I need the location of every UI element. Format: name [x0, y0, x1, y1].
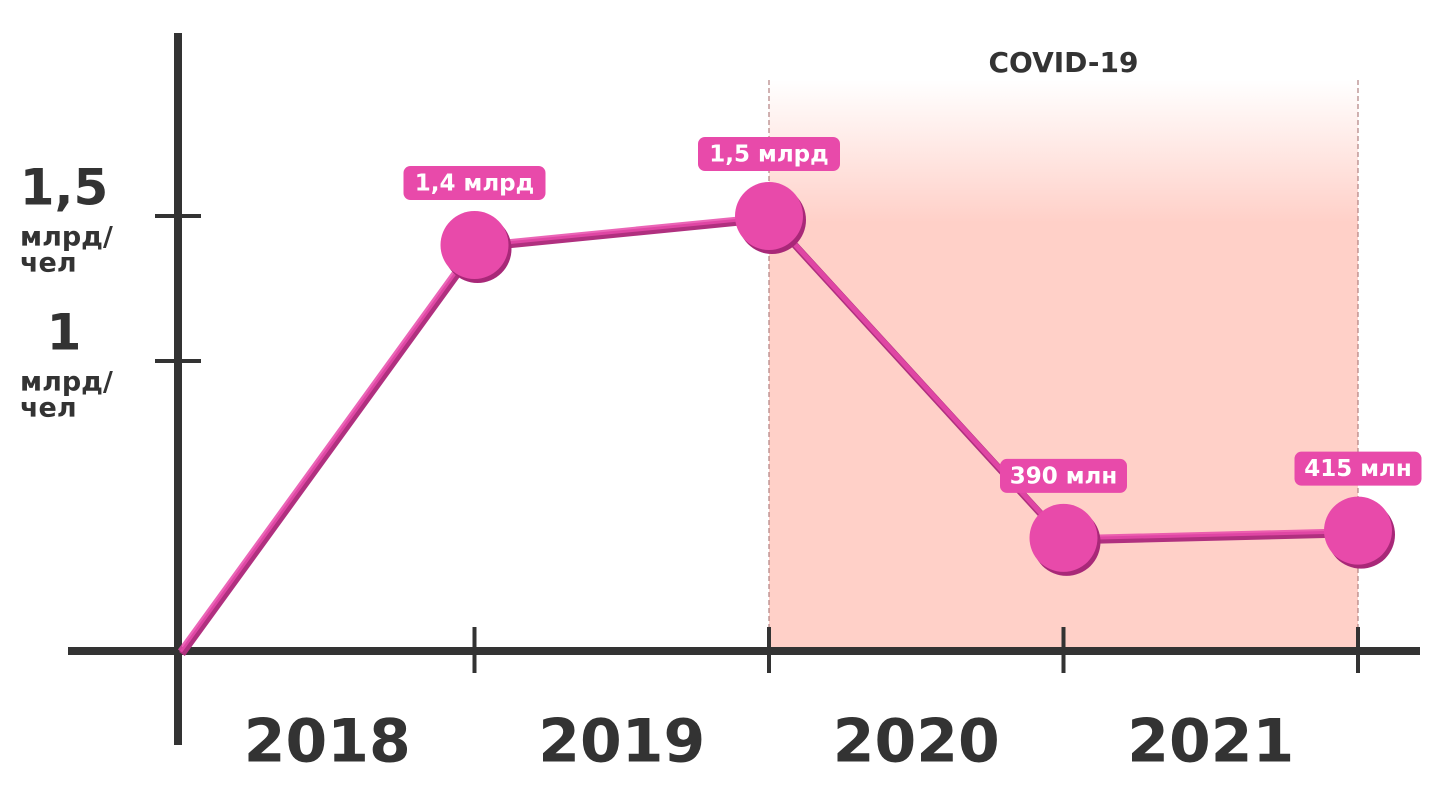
- y-tick-unit: чел: [20, 248, 77, 279]
- value-label-bg: [403, 166, 546, 200]
- point: [1324, 496, 1392, 565]
- value-label-bg: [1000, 458, 1127, 493]
- value-label: 1,4 млрд: [415, 171, 534, 197]
- x-tick-label: 2020: [833, 707, 1000, 777]
- highlight-label: COVID-19: [988, 46, 1138, 79]
- y-tick-unit: чел: [20, 393, 77, 424]
- y-tick-label: 1: [47, 304, 82, 362]
- value-label-bg: [1294, 451, 1422, 486]
- value-label: 390 млн: [1010, 463, 1118, 489]
- value-label: 415 млн: [1304, 456, 1412, 482]
- x-tick-label: 2021: [1127, 707, 1294, 777]
- point: [440, 211, 509, 279]
- point: [1029, 503, 1098, 572]
- y-tick-label: 1,5: [20, 159, 109, 217]
- x-tick-label: 2019: [538, 707, 705, 777]
- value-label-bg: [698, 137, 840, 171]
- y-tick-unit: млрд/: [20, 222, 113, 253]
- x-tick-label: 2018: [244, 707, 411, 777]
- y-tick-unit: млрд/: [20, 367, 113, 398]
- value-label: 1,5 млрд: [709, 142, 828, 168]
- point: [735, 182, 803, 250]
